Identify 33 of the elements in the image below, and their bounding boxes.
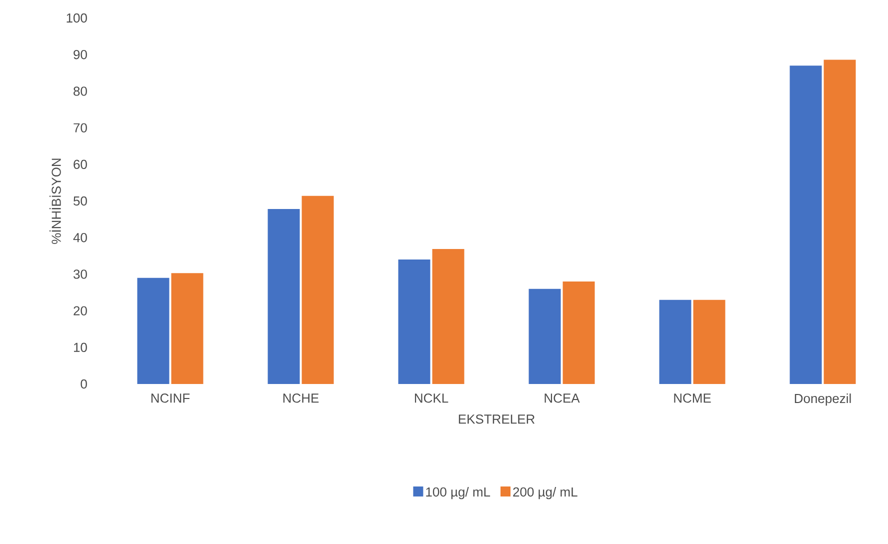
bar bbox=[398, 260, 430, 384]
bar bbox=[824, 60, 856, 384]
y-tick-label: 50 bbox=[74, 196, 87, 206]
bar bbox=[659, 300, 692, 384]
bar bbox=[562, 282, 595, 384]
y-tick-label: 80 bbox=[74, 86, 87, 96]
bar bbox=[693, 300, 726, 384]
y-tick-label: 100 bbox=[66, 13, 87, 23]
bar bbox=[268, 209, 300, 384]
y-axis-title: %İNHİBİSYON bbox=[49, 158, 61, 244]
x-axis-title: EKSTRELER bbox=[458, 414, 535, 424]
y-tick-label: 40 bbox=[73, 232, 87, 242]
bar bbox=[432, 248, 464, 384]
y-tick-label: 60 bbox=[74, 160, 87, 169]
x-tick-label: NCKL bbox=[414, 394, 448, 403]
x-tick-label: NCME bbox=[674, 394, 711, 403]
x-tick-label: NCHE bbox=[283, 394, 319, 403]
x-tick-label: NCEA bbox=[544, 394, 580, 403]
y-tick-label: 30 bbox=[74, 270, 87, 279]
bar bbox=[302, 196, 334, 384]
y-tick-label: 70 bbox=[74, 123, 87, 132]
y-tick-label: 20 bbox=[74, 306, 87, 316]
bar bbox=[528, 288, 561, 384]
bar bbox=[790, 66, 822, 384]
y-tick-label: 0 bbox=[80, 379, 87, 389]
x-tick-label: Donepezil bbox=[794, 394, 851, 406]
legend-label: 100 µg/ mL bbox=[426, 487, 490, 500]
y-tick-label: 90 bbox=[74, 50, 87, 60]
bar bbox=[171, 273, 204, 384]
legend-label: 200 µg/ mL bbox=[513, 487, 578, 500]
x-tick-label: NCINF bbox=[151, 394, 190, 403]
bar bbox=[137, 278, 170, 384]
y-tick-label: 10 bbox=[74, 342, 87, 352]
